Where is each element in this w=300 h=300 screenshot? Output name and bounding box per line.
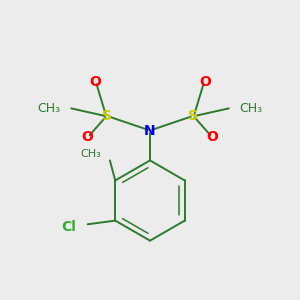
Text: CH₃: CH₃ (38, 102, 61, 115)
Text: CH₃: CH₃ (239, 102, 262, 115)
Text: O: O (199, 75, 211, 88)
Text: O: O (206, 130, 218, 144)
Text: CH₃: CH₃ (80, 149, 101, 160)
Text: S: S (102, 109, 112, 123)
Text: N: N (144, 124, 156, 138)
Text: O: O (82, 130, 94, 144)
Text: S: S (188, 109, 198, 123)
Text: Cl: Cl (61, 220, 76, 234)
Text: O: O (89, 75, 101, 88)
